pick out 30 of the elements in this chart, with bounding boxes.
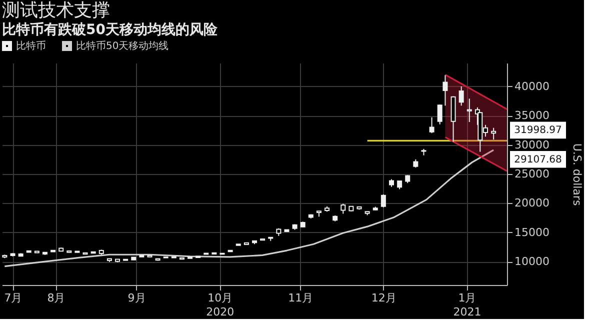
candlestick <box>458 86 464 106</box>
candlestick <box>442 74 448 106</box>
x-tick-label: 10月 2020 <box>206 292 234 318</box>
y-tick-label: 15000 <box>514 226 550 239</box>
y-axis-title: U.S. dollars <box>570 143 584 206</box>
x-tick-label: 1月 2021 <box>453 292 482 318</box>
legend-label: 比特币50天移动均线 <box>76 40 169 52</box>
x-tick-label: 12月 <box>371 292 396 304</box>
candlestick <box>429 116 434 134</box>
y-tick-label: 40000 <box>514 80 550 93</box>
x-tick-label: 11月 <box>288 292 314 304</box>
chart-subtitle: 比特币有跌破50天移动均线的风险 <box>2 21 218 38</box>
chart-title: 测试技术支撑 <box>2 0 110 21</box>
y-tick-label: 35000 <box>514 109 550 122</box>
line-series <box>4 149 494 268</box>
x-tick-label: 9月 <box>128 292 146 304</box>
text: 29107.68 <box>514 154 562 166</box>
y-tick-label: 20000 <box>514 196 550 210</box>
y-tick-label: 25000 <box>514 168 550 180</box>
candlestick <box>437 104 442 125</box>
x-tick-label: 7月 <box>4 292 22 304</box>
candlestick <box>466 98 472 123</box>
candlestick <box>340 203 346 214</box>
text: 31998.97 <box>514 125 562 136</box>
y-tick-label: 30000 <box>514 138 550 152</box>
legend-label: 比特币 <box>16 40 46 52</box>
candlestick <box>380 194 386 208</box>
candlestick <box>491 127 496 140</box>
y-tick-label: 10000 <box>514 255 550 268</box>
x-tick-label: 8月 <box>47 292 66 304</box>
